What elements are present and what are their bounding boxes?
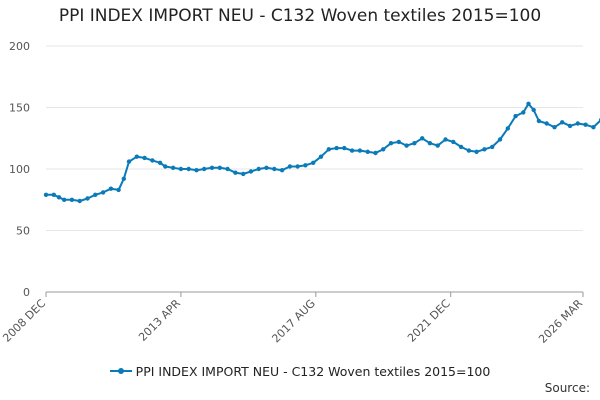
data-point[interactable] <box>264 165 269 170</box>
data-point[interactable] <box>451 139 456 145</box>
data-point[interactable] <box>583 122 588 127</box>
data-point[interactable] <box>77 198 82 204</box>
data-point[interactable] <box>279 168 285 173</box>
data-point[interactable] <box>526 101 531 107</box>
x-tick-label: 2008 DEC <box>0 297 48 345</box>
data-point[interactable] <box>443 137 448 142</box>
y-tick-label: 0 <box>23 286 30 299</box>
data-point[interactable] <box>466 148 472 153</box>
data-point[interactable] <box>178 166 184 172</box>
data-point[interactable] <box>536 118 542 124</box>
data-point[interactable] <box>482 147 487 152</box>
data-point[interactable] <box>342 145 347 151</box>
data-point[interactable] <box>69 197 75 202</box>
data-point[interactable] <box>134 154 139 159</box>
data-point[interactable] <box>575 121 580 126</box>
data-point[interactable] <box>427 141 433 146</box>
data-point[interactable] <box>412 141 417 146</box>
data-point[interactable] <box>85 196 90 201</box>
data-point[interactable] <box>108 186 114 191</box>
data-point[interactable] <box>61 197 67 202</box>
data-point[interactable] <box>326 147 331 152</box>
data-point[interactable] <box>591 125 596 130</box>
data-point[interactable] <box>194 168 199 173</box>
data-point[interactable] <box>420 136 425 141</box>
data-point[interactable] <box>51 192 56 197</box>
data-point[interactable] <box>513 113 518 119</box>
data-point[interactable] <box>209 165 215 170</box>
data-point[interactable] <box>497 137 503 142</box>
data-point[interactable] <box>93 192 98 197</box>
data-point[interactable] <box>567 123 573 129</box>
data-point[interactable] <box>490 144 495 150</box>
data-point[interactable] <box>142 155 147 161</box>
data-point[interactable] <box>56 195 62 200</box>
data-point[interactable] <box>295 164 300 169</box>
data-point[interactable] <box>381 147 386 152</box>
data-point[interactable] <box>233 170 238 175</box>
data-point[interactable] <box>458 144 464 150</box>
data-point[interactable] <box>404 143 409 148</box>
data-point[interactable] <box>186 166 191 172</box>
data-point[interactable] <box>552 125 557 130</box>
data-point[interactable] <box>150 158 155 163</box>
data-point[interactable] <box>170 165 176 170</box>
data-point[interactable] <box>373 150 378 156</box>
data-point[interactable] <box>43 192 49 197</box>
data-point[interactable] <box>248 169 254 174</box>
x-tick-label: 2017 AUG <box>269 297 318 346</box>
data-point[interactable] <box>521 110 526 115</box>
data-point[interactable] <box>334 145 339 151</box>
data-point[interactable] <box>349 148 355 153</box>
legend-swatch <box>109 365 132 377</box>
data-point[interactable] <box>287 164 293 169</box>
x-tick-label: 2021 DEC <box>405 297 453 345</box>
data-point[interactable] <box>272 166 277 172</box>
data-point[interactable] <box>225 166 230 172</box>
data-point[interactable] <box>241 171 246 177</box>
data-point[interactable] <box>217 165 222 170</box>
data-point[interactable] <box>388 141 394 146</box>
data-point[interactable] <box>157 160 163 165</box>
y-tick-label: 100 <box>9 163 30 176</box>
y-tick-label: 200 <box>9 40 30 53</box>
data-point[interactable] <box>531 107 536 113</box>
data-point[interactable] <box>202 166 207 172</box>
series-line <box>46 102 600 202</box>
data-point[interactable] <box>121 176 127 181</box>
y-tick-label: 50 <box>16 225 30 238</box>
chart-title: PPI INDEX IMPORT NEU - C132 Woven textil… <box>58 6 542 26</box>
data-point[interactable] <box>474 149 479 154</box>
source-label: Source: <box>544 381 590 395</box>
data-point[interactable] <box>396 139 401 145</box>
data-point[interactable] <box>318 154 324 159</box>
x-tick-label: 2026 MAR <box>536 297 585 346</box>
data-point[interactable] <box>303 163 308 168</box>
data-point[interactable] <box>544 121 549 126</box>
data-point[interactable] <box>435 143 440 148</box>
data-point[interactable] <box>365 149 370 154</box>
series-layer <box>43 101 600 204</box>
data-point[interactable] <box>126 159 132 164</box>
data-point[interactable] <box>357 148 363 153</box>
data-point[interactable] <box>256 166 261 172</box>
grid-layer <box>46 45 583 293</box>
legend-label: PPI INDEX IMPORT NEU - C132 Woven textil… <box>135 364 491 379</box>
data-point[interactable] <box>560 120 565 125</box>
data-point[interactable] <box>505 126 510 131</box>
axis-layer: 0 50 100 150 200 2008 DEC 2013 APR 2017 AUG 2021… <box>0 40 585 346</box>
y-tick-label: 150 <box>9 102 30 115</box>
data-point[interactable] <box>163 164 168 169</box>
data-point[interactable] <box>116 187 121 193</box>
x-tick-label: 2013 APR <box>136 297 183 344</box>
data-point[interactable] <box>311 160 316 165</box>
data-point[interactable] <box>100 190 106 195</box>
legend[interactable]: PPI INDEX IMPORT NEU - C132 Woven textil… <box>0 364 600 379</box>
